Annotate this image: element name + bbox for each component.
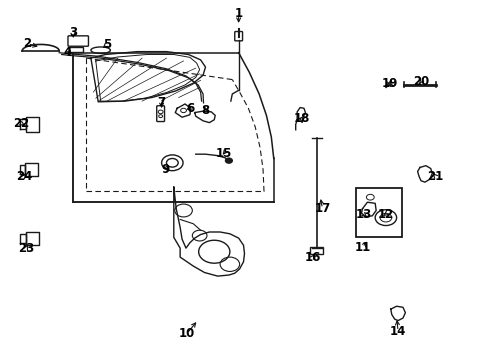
Text: 15: 15 [215,147,232,159]
Text: 8: 8 [201,104,209,117]
Text: 17: 17 [314,202,330,215]
Text: 9: 9 [161,163,169,176]
Text: 6: 6 [186,102,195,115]
Bar [69,46,82,51]
Text: 13: 13 [355,208,371,221]
Text: 11: 11 [354,241,370,254]
Bar [355,188,401,237]
Circle shape [225,158,232,163]
Text: 23: 23 [18,242,34,255]
Text: 10: 10 [179,327,195,340]
Text: 22: 22 [13,117,29,130]
Text: 16: 16 [304,251,320,264]
Text: 14: 14 [389,325,406,338]
Text: 18: 18 [293,112,309,125]
Text: 1: 1 [234,7,242,20]
Text: 19: 19 [381,77,397,90]
Text: 7: 7 [157,96,165,109]
Text: 21: 21 [427,170,443,183]
Text: 20: 20 [412,75,428,88]
Text: 4: 4 [64,46,72,59]
Bar [309,247,323,253]
Text: 2: 2 [23,37,32,50]
Text: 24: 24 [16,170,32,183]
Text: 3: 3 [69,27,77,40]
Text: 12: 12 [377,208,393,221]
Text: 5: 5 [102,38,111,51]
